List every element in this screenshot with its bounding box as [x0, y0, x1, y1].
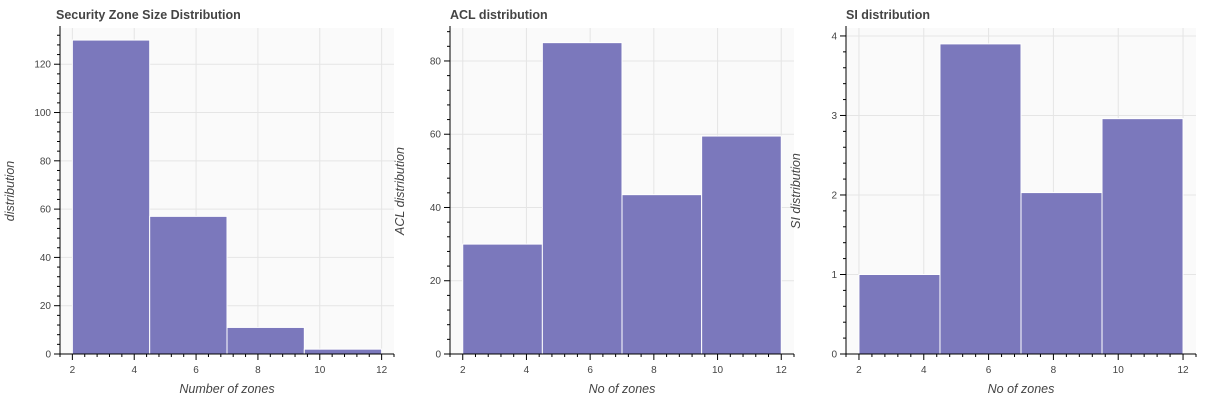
x-tick-label: 2	[460, 365, 466, 376]
histogram-bar	[226, 326, 305, 355]
y-tick-label: 0	[435, 350, 441, 361]
x-tick-label: 12	[1177, 365, 1189, 376]
x-axis-label: No of zones	[589, 382, 656, 396]
x-tick-label: 4	[131, 365, 137, 376]
chart-title: ACL distribution	[450, 8, 548, 22]
x-tick-label: 6	[587, 365, 593, 376]
y-tick-label: 120	[34, 60, 51, 71]
y-axis-label: distribution	[3, 161, 17, 221]
x-tick-label: 12	[376, 365, 388, 376]
histogram-bar	[541, 42, 623, 355]
y-tick-label: 4	[831, 31, 837, 42]
x-tick-label: 10	[712, 365, 724, 376]
histogram-bar	[149, 215, 228, 355]
y-tick-label: 40	[40, 253, 52, 264]
y-tick-label: 60	[430, 130, 442, 141]
x-tick-label: 10	[1113, 365, 1125, 376]
histogram-bar	[303, 348, 383, 355]
x-tick-label: 4	[921, 365, 927, 376]
x-tick-label: 6	[986, 365, 992, 376]
chart-zone-size: 0 20 40 60 80 100 120 2 4 6 8 10 12 Security Zone Siz…	[3, 8, 395, 396]
histogram-bar	[939, 43, 1022, 355]
histogram-bar	[701, 135, 782, 355]
y-axis-label: ACL distribution	[393, 147, 407, 236]
chart-title: Security Zone Size Distribution	[56, 8, 241, 22]
y-tick-label: 60	[40, 205, 52, 216]
chart-acl: 0 20 40 60 80 2 4 6 8 10 12 ACL distribution No of z…	[393, 8, 795, 396]
y-tick-label: 80	[430, 56, 442, 67]
y-tick-label: 20	[430, 276, 442, 287]
y-tick-label: 100	[34, 108, 51, 119]
x-tick-label: 4	[524, 365, 530, 376]
histogram-bar	[621, 194, 703, 355]
histogram-bar	[1020, 192, 1103, 355]
y-tick-label: 80	[40, 156, 52, 167]
y-axis-label: SI distribution	[789, 153, 803, 229]
x-tick-label: 2	[856, 365, 862, 376]
y-tick-label: 20	[40, 301, 52, 312]
chart-panel-acl: 0 20 40 60 80 2 4 6 8 10 12 ACL distribution No of z…	[393, 0, 808, 417]
y-tick-label: 0	[45, 350, 51, 361]
x-tick-label: 8	[651, 365, 657, 376]
x-tick-label: 8	[1051, 365, 1057, 376]
chart-panel-si: 0 1 2 3 4 2 4 6 8 10 12 SI distribution No of zones S…	[789, 0, 1219, 417]
histogram-bar	[71, 39, 151, 355]
x-axis-label: Number of zones	[179, 382, 274, 396]
x-tick-label: 10	[314, 365, 326, 376]
y-tick-label: 3	[831, 111, 837, 122]
histogram-bar	[1101, 118, 1184, 355]
x-tick-label: 12	[776, 365, 788, 376]
x-tick-label: 6	[193, 365, 199, 376]
x-tick-label: 8	[255, 365, 261, 376]
chart-panel-zone-size: 0 20 40 60 80 100 120 2 4 6 8 10 12 Security Zone Siz…	[0, 0, 404, 417]
x-axis-label: No of zones	[988, 382, 1055, 396]
y-tick-label: 1	[831, 270, 837, 281]
y-tick-label: 0	[831, 350, 837, 361]
y-tick-label: 2	[831, 190, 837, 201]
x-tick-label: 2	[70, 365, 76, 376]
histogram-bar	[858, 273, 941, 355]
y-tick-label: 40	[430, 203, 442, 214]
histogram-bar	[462, 243, 543, 355]
chart-title: SI distribution	[846, 8, 930, 22]
